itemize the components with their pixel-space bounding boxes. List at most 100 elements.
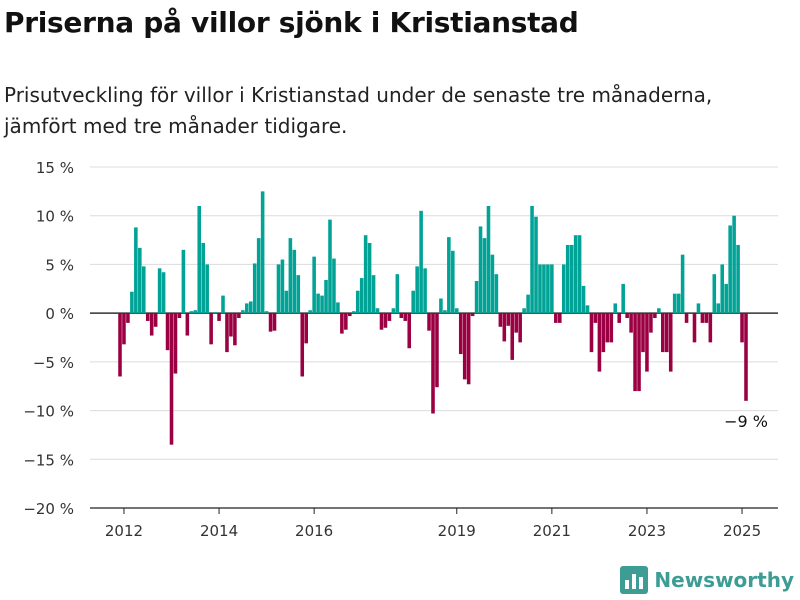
bar (264, 311, 269, 314)
bar (336, 302, 340, 314)
bar (161, 272, 166, 314)
bar (676, 293, 681, 314)
bar (332, 258, 336, 314)
bar (700, 313, 705, 323)
y-tick-label: 5 % (45, 256, 74, 274)
bar (692, 313, 697, 343)
bar (569, 244, 574, 314)
bar (518, 313, 522, 343)
bar (577, 235, 582, 314)
bar (185, 313, 190, 336)
bar (348, 313, 352, 317)
x-tick-label: 2019 (438, 522, 476, 540)
bar (712, 274, 717, 314)
bar (609, 313, 614, 343)
bar (581, 285, 586, 314)
bar (530, 205, 534, 314)
bar (391, 308, 396, 314)
bar (367, 242, 372, 314)
bar (613, 303, 618, 314)
bar (197, 205, 202, 314)
bar (427, 313, 431, 331)
bar (288, 238, 293, 314)
bar (550, 264, 554, 314)
bar (593, 313, 598, 323)
bar (470, 313, 475, 317)
bar (300, 313, 305, 377)
bar (272, 313, 277, 331)
bar (209, 313, 213, 345)
bar (134, 227, 138, 314)
bar (193, 310, 198, 314)
bar (633, 313, 637, 392)
bar (359, 278, 364, 314)
bar (221, 295, 225, 314)
bar (379, 313, 384, 330)
bar (478, 226, 483, 314)
bar (344, 313, 348, 330)
bar (201, 242, 205, 314)
bar (308, 310, 312, 314)
bar (435, 313, 439, 388)
bar (122, 313, 126, 345)
bar (268, 313, 273, 332)
bar (340, 313, 344, 334)
bar (248, 301, 253, 314)
bar (668, 313, 673, 372)
bar (213, 312, 217, 314)
bar (740, 313, 744, 343)
bar (558, 313, 562, 323)
bar (645, 313, 649, 372)
x-tick-label: 2014 (200, 522, 238, 540)
bar (466, 313, 471, 385)
bar (597, 313, 602, 372)
bar (415, 266, 419, 314)
bar (554, 313, 558, 323)
bar (237, 313, 241, 319)
bar (601, 313, 606, 353)
bar (696, 303, 701, 314)
bar (324, 280, 328, 314)
bar (217, 313, 221, 321)
bar (522, 308, 526, 314)
bar (260, 191, 265, 314)
bar (672, 293, 677, 314)
y-tick-label: −20 % (23, 500, 74, 518)
bar (153, 313, 158, 327)
brand-name: Newsworthy (654, 568, 794, 592)
y-tick-label: −15 % (23, 451, 74, 469)
chart-title: Priserna på villor sjönk i Kristianstad (4, 6, 579, 39)
bar (312, 256, 316, 314)
bar (502, 313, 507, 342)
bar (657, 308, 661, 314)
bar-chart-logo-icon (620, 566, 649, 594)
bar (506, 313, 511, 326)
bar (284, 290, 289, 314)
bar (439, 298, 443, 314)
bar (720, 264, 725, 314)
bar (407, 313, 412, 349)
bar (621, 283, 625, 314)
bar (252, 263, 257, 314)
bar (256, 238, 261, 314)
bar (744, 313, 748, 401)
bar (490, 254, 495, 314)
bar (165, 313, 170, 351)
bar (130, 291, 134, 314)
x-tick-label: 2016 (295, 522, 333, 540)
bar (399, 313, 404, 319)
bar (181, 249, 186, 314)
bar (514, 313, 518, 333)
bar (684, 313, 689, 323)
bar (653, 313, 657, 319)
bar (395, 274, 400, 314)
bar (538, 264, 542, 314)
bar (664, 313, 669, 353)
bar (585, 305, 590, 314)
x-tick-label: 2023 (628, 522, 666, 540)
bar (649, 313, 653, 333)
bar (534, 216, 538, 314)
bar (245, 303, 249, 314)
newsworthy-brand[interactable]: Newsworthy (620, 566, 794, 594)
bar (732, 215, 736, 314)
